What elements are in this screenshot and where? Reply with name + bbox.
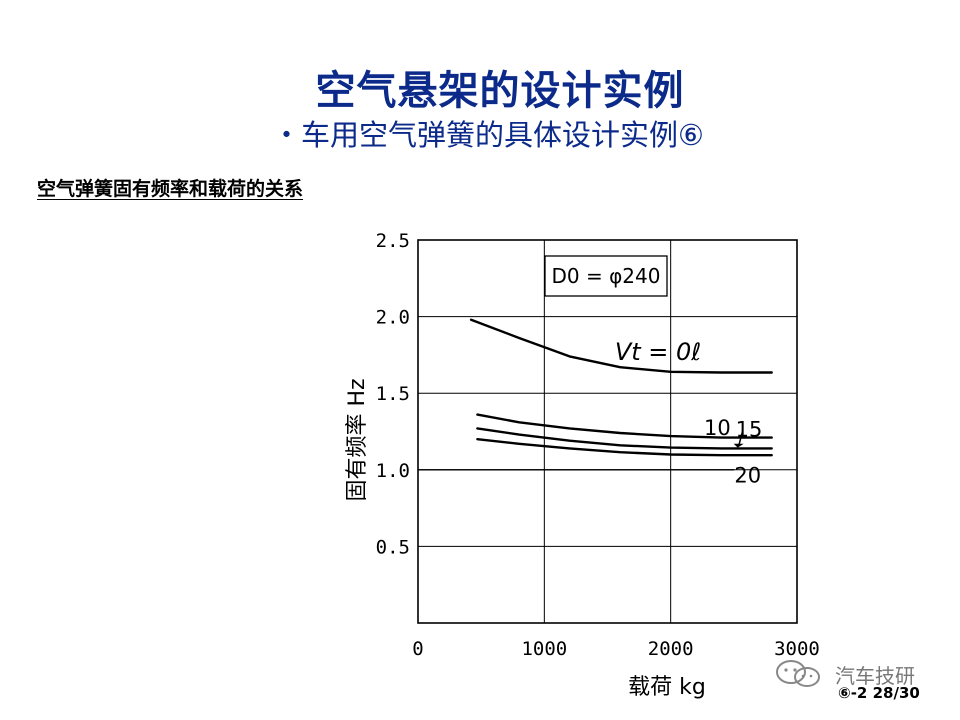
y-tick-label-3: 2.0 xyxy=(376,307,410,329)
annotation-d0: D0 = φ240 xyxy=(552,264,661,288)
series-layer xyxy=(417,318,773,471)
series-line-2 xyxy=(476,427,773,450)
series-line-0 xyxy=(469,318,773,374)
page-number: ⑥-2 28/30 xyxy=(838,684,920,702)
y-axis-label: 固有频率 Hz xyxy=(345,378,370,501)
arrow-15-head xyxy=(733,443,744,448)
x-tick-label-2: 2000 xyxy=(648,638,694,660)
arrow-15-shaft xyxy=(737,430,744,447)
section-heading: 空气弹簧固有频率和载荷的关系 xyxy=(37,178,304,200)
plot-frame xyxy=(417,239,798,624)
slide-title: 空气悬架的设计实例 xyxy=(315,68,685,114)
y-tick-label-1: 1.0 xyxy=(376,460,410,482)
series-line-1 xyxy=(476,413,773,439)
y-tick-label-2: 1.5 xyxy=(376,383,410,405)
series-line-3 xyxy=(476,438,773,457)
series-label-1: 10 xyxy=(704,416,731,440)
slide-subtitle: ・车用空气弹簧的具体设计实例⑥ xyxy=(272,118,704,152)
wechat-icon xyxy=(776,660,820,687)
x-axis-label: 载荷 kg xyxy=(628,675,706,700)
series-label-0: Vt = 0ℓ xyxy=(615,338,701,366)
tick-layer: 0 1000 2000 3000 0.5 1.0 1.5 2.0 2.5 xyxy=(376,230,820,660)
x-tick-label-1: 1000 xyxy=(521,638,567,660)
y-tick-label-4: 2.5 xyxy=(376,230,410,252)
annotation-layer: D0 = φ240 Vt = 0ℓ 10 15 20 xyxy=(544,255,763,487)
watermark-text: 汽车技研 xyxy=(835,663,915,688)
annotation-box xyxy=(544,255,668,297)
x-tick-label-0: 0 xyxy=(412,638,423,660)
y-tick-label-0: 0.5 xyxy=(376,536,410,558)
series-label-3: 20 xyxy=(734,463,761,487)
series-label-2: 15 xyxy=(736,417,763,441)
x-tick-label-3: 3000 xyxy=(774,638,820,660)
watermark: 汽车技研 xyxy=(771,658,915,690)
